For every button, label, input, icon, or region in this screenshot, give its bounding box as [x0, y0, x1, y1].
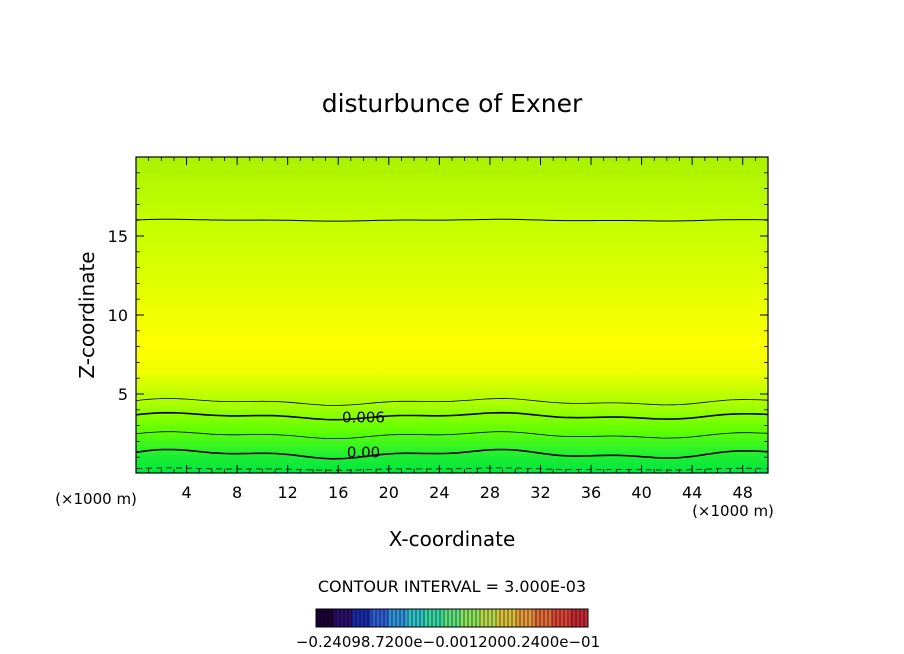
colorbar-segment-4: [388, 609, 407, 627]
colorbar-labels: −0.24098.7200e−0.0012000.2400e−01: [296, 633, 600, 651]
x-axis-ticks: 4 8 12 16 20 24 28 32 36 40 44 48: [148, 157, 756, 502]
colorbar-segment-2: [352, 609, 371, 627]
y-tick-label-5: 5: [118, 385, 128, 404]
contour-line-1: [136, 448, 768, 460]
colorbar-segment-0: [316, 609, 335, 627]
x-unit-left: (×1000 m): [55, 490, 137, 508]
contour-line-5: [136, 467, 768, 471]
y-tick-label-15: 15: [108, 227, 128, 246]
colorbar-segment-8: [461, 609, 480, 627]
contour-lines: [136, 218, 768, 471]
contour-labels: 0.006 0.00: [342, 409, 385, 462]
contour-line-0: [136, 411, 768, 421]
x-tick-label-20: 20: [379, 483, 399, 502]
plot-field: [136, 157, 768, 473]
x-axis-label: X-coordinate: [389, 527, 516, 551]
y-tick-label-10: 10: [108, 306, 128, 325]
colorbar-segment-12: [533, 609, 553, 627]
colorbar-frame: [315, 608, 589, 628]
y-axis-ticks: 5 10 15: [108, 172, 768, 458]
x-tick-label-12: 12: [278, 483, 298, 502]
x-tick-label-48: 48: [733, 483, 753, 502]
colorbar-segment-6: [424, 609, 444, 627]
x-tick-label-16: 16: [328, 483, 348, 502]
colorbar-segment-13: [551, 609, 571, 627]
colorbar-segment-11: [515, 609, 534, 627]
x-tick-label-32: 32: [530, 483, 550, 502]
contour-label-1: 0.00: [347, 443, 380, 461]
contour-line-4: [136, 431, 768, 439]
colorbar: [315, 608, 589, 628]
colorbar-segment-10: [497, 609, 516, 627]
x-tick-label-8: 8: [232, 483, 242, 502]
contour-interval-text: CONTOUR INTERVAL = 3.000E-03: [318, 577, 586, 596]
x-tick-label-44: 44: [682, 483, 702, 502]
x-tick-label-40: 40: [631, 483, 651, 502]
contour-label-0: 0.006: [342, 409, 385, 427]
x-tick-label-28: 28: [480, 483, 500, 502]
x-tick-label-4: 4: [181, 483, 191, 502]
contour-line-3: [136, 398, 768, 406]
y-axis-label: Z-coordinate: [75, 251, 99, 378]
colorbar-segment-3: [370, 609, 389, 627]
chart-title: disturbunce of Exner: [322, 89, 583, 118]
x-tick-label-36: 36: [581, 483, 601, 502]
colorbar-segment-14: [569, 609, 589, 627]
x-unit-right: (×1000 m): [692, 502, 774, 520]
contour-line-2: [136, 218, 768, 222]
colorbar-segment-9: [479, 609, 498, 627]
x-tick-label-24: 24: [429, 483, 449, 502]
colorbar-segment-1: [334, 609, 353, 627]
